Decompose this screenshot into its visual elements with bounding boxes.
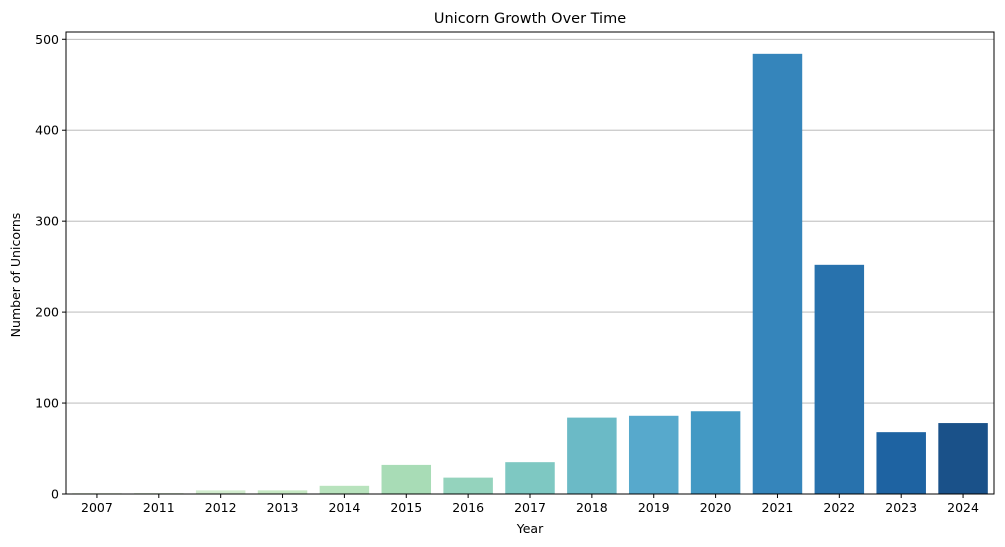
y-tick-label: 400 — [35, 123, 59, 138]
x-tick-label: 2020 — [700, 500, 732, 515]
bar-2016 — [443, 477, 493, 494]
x-tick-label: 2013 — [267, 500, 299, 515]
bar-2020 — [690, 411, 741, 494]
bar-2024 — [938, 423, 988, 494]
bar-2022 — [814, 264, 865, 494]
x-tick-label: 2016 — [452, 500, 484, 515]
bars — [72, 53, 988, 494]
bar-2017 — [505, 462, 555, 494]
plot-frame — [65, 31, 995, 495]
y-axis-label: Number of Unicorns — [8, 213, 23, 338]
x-tick-label: 2018 — [576, 500, 608, 515]
x-tick-label: 2015 — [390, 500, 422, 515]
x-tick-label: 2023 — [885, 500, 917, 515]
x-tick-label: 2019 — [638, 500, 670, 515]
x-tick-label: 2022 — [823, 500, 855, 515]
y-tick-label: 300 — [35, 214, 59, 229]
bar-2019 — [628, 415, 679, 494]
x-tick-label: 2014 — [328, 500, 360, 515]
y-tick-label: 200 — [35, 305, 59, 320]
x-tick-label: 2007 — [81, 500, 113, 515]
x-tick-label: 2011 — [143, 500, 175, 515]
axes: 0 100 200 300 400 500 2007 2011 2012 2013 2014 2015… — [35, 31, 995, 515]
bar-2018 — [567, 417, 617, 494]
bar-2015 — [381, 464, 432, 494]
x-tick-label: 2021 — [762, 500, 794, 515]
y-tick-label: 0 — [51, 487, 59, 502]
bar-2023 — [876, 432, 926, 494]
bar-2012 — [195, 490, 246, 494]
x-tick-label: 2017 — [514, 500, 546, 515]
bar-2021 — [752, 53, 803, 494]
y-tick-label: 100 — [35, 396, 59, 411]
x-axis-label: Year — [516, 521, 544, 536]
bar-2013 — [257, 490, 308, 494]
x-tick-label: 2012 — [205, 500, 237, 515]
chart-title: Unicorn Growth Over Time — [434, 11, 626, 27]
y-tick-label: 500 — [35, 32, 59, 47]
bar-2014 — [319, 485, 370, 494]
x-tick-label: 2024 — [947, 500, 979, 515]
